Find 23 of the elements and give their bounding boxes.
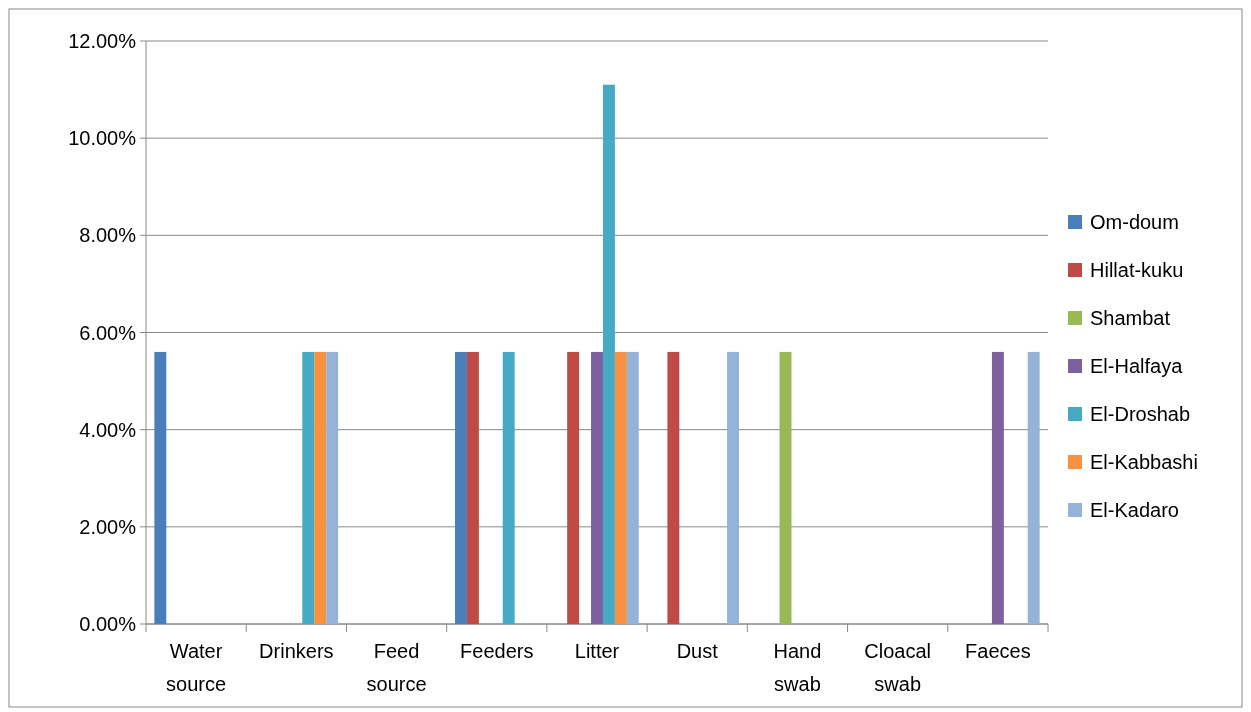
x-tick-label: Drinkers <box>259 640 334 662</box>
x-tick-label: Litter <box>574 640 620 662</box>
y-tick-label: 8.00% <box>79 224 137 247</box>
x-tick-label: Hand swab <box>773 640 822 695</box>
y-tick-label: 0.00% <box>79 613 137 635</box>
legend-label: El-Droshab <box>1090 403 1191 425</box>
y-tick-label: 6.00% <box>79 321 137 344</box>
legend-label: Shambat <box>1090 307 1171 329</box>
x-tick-label: Cloacal swab <box>864 640 932 695</box>
y-tick-label: 12.00% <box>68 30 137 52</box>
x-tick-label: Dust <box>676 640 719 662</box>
legend-label: Om-doum <box>1090 211 1179 233</box>
y-tick-label: 10.00% <box>68 127 137 150</box>
x-tick-label: Feeders <box>460 640 534 662</box>
y-tick-label: 2.00% <box>79 515 137 538</box>
x-tick-label: Faeces <box>965 640 1031 662</box>
y-tick-label: 4.00% <box>79 418 137 441</box>
legend-label: Hillat-kuku <box>1090 259 1184 281</box>
legend-label: El-Kabbashi <box>1090 451 1198 473</box>
legend-label: El-Halfaya <box>1090 355 1184 377</box>
x-tick-label: Feed source <box>366 640 427 695</box>
x-tick-label: Water source <box>166 640 227 695</box>
legend-label: El-Kadaro <box>1090 499 1179 521</box>
